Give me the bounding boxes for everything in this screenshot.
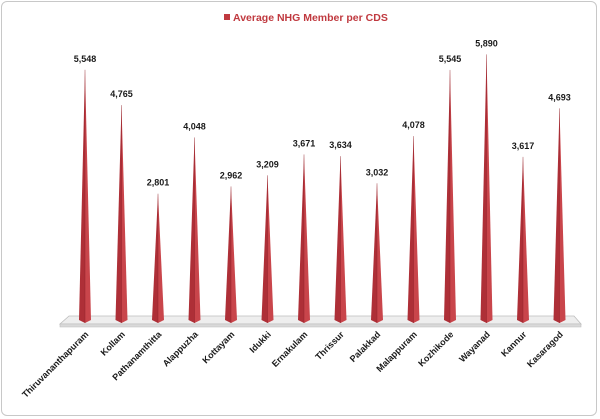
spike-right-face [559,108,566,323]
value-labels-group: 5,548 4,765 2,801 4,048 2,962 3,209 3,671 3,634… [74,38,571,187]
spike-left-face [371,183,377,323]
spike [188,137,201,323]
spike-right-face [450,69,456,323]
spike [553,108,566,323]
spike [225,186,237,323]
chart-plot: Average NHG Member per CDS 5,548 4,765 2,8… [20,12,582,400]
value-label: 5,545 [439,54,462,64]
spike-right-face [267,175,274,323]
value-label: 3,617 [512,141,535,151]
spike [517,156,529,323]
spike [444,69,456,323]
value-label: 4,048 [183,121,206,131]
spike-right-face [523,156,529,323]
legend-label: Average NHG Member per CDS [233,12,388,24]
spike [334,156,347,323]
spike-left-face [517,156,523,323]
category-label: Kozhikode [416,329,455,368]
spike-right-face [231,186,237,323]
value-label: 3,032 [366,167,389,177]
spike [371,183,383,323]
category-label: Idukki [247,329,272,354]
spike-right-face [85,69,91,323]
floor [58,315,582,328]
value-label: 3,634 [329,140,352,150]
category-label: Kollam [99,329,127,357]
value-label: 3,209 [256,159,279,169]
value-label: 5,548 [74,54,97,64]
category-label: Alappuzha [161,329,201,369]
spike-left-face [553,108,560,323]
spike-right-face [413,136,420,323]
spike-right-face [377,183,383,323]
spike-right-face [158,193,164,323]
spike-left-face [79,69,85,323]
category-label: Palakkad [348,329,383,364]
spike [298,154,310,323]
value-label: 4,693 [548,92,571,102]
spike-left-face [407,136,414,323]
value-label: 3,671 [293,138,316,148]
spike [480,54,493,324]
value-label: 2,962 [220,170,243,180]
category-labels-group: Thiruvananthapuram KollamPathanamthittaAl… [20,329,565,400]
value-label: 2,801 [147,178,170,188]
category-label: Kannur [499,329,529,359]
spike [152,193,164,323]
value-label: 4,765 [110,89,133,99]
floor-top [58,315,582,325]
spike-right-face [194,137,201,323]
spike-left-face [225,186,231,323]
spike-left-face [334,156,341,323]
spike-left-face [152,193,158,323]
spike-left-face [115,105,122,323]
spike-right-face [486,54,493,324]
spike-left-face [444,69,450,323]
legend: Average NHG Member per CDS [224,12,388,24]
category-label: Kottayam [200,329,236,365]
spike-left-face [261,175,268,323]
spike-left-face [188,137,195,323]
spike-right-face [121,105,128,323]
value-label: 4,078 [402,120,425,130]
category-label: Thiruvananthapuram [20,329,90,399]
spike-right-face [340,156,347,323]
spike [261,175,274,323]
floor-front [59,323,582,328]
spike-right-face [304,154,310,323]
spikes-group [79,54,566,324]
spike [407,136,420,323]
value-label: 5,890 [475,38,498,48]
spike-left-face [480,54,487,324]
spike-left-face [298,154,304,323]
spike [79,69,91,323]
category-label: Wayanad [457,329,492,364]
spike [115,105,128,323]
category-label: Thrissur [313,329,346,362]
category-label: Kasaragod [525,329,565,369]
category-label: Ernakulam [270,329,310,369]
legend-swatch [224,14,230,20]
